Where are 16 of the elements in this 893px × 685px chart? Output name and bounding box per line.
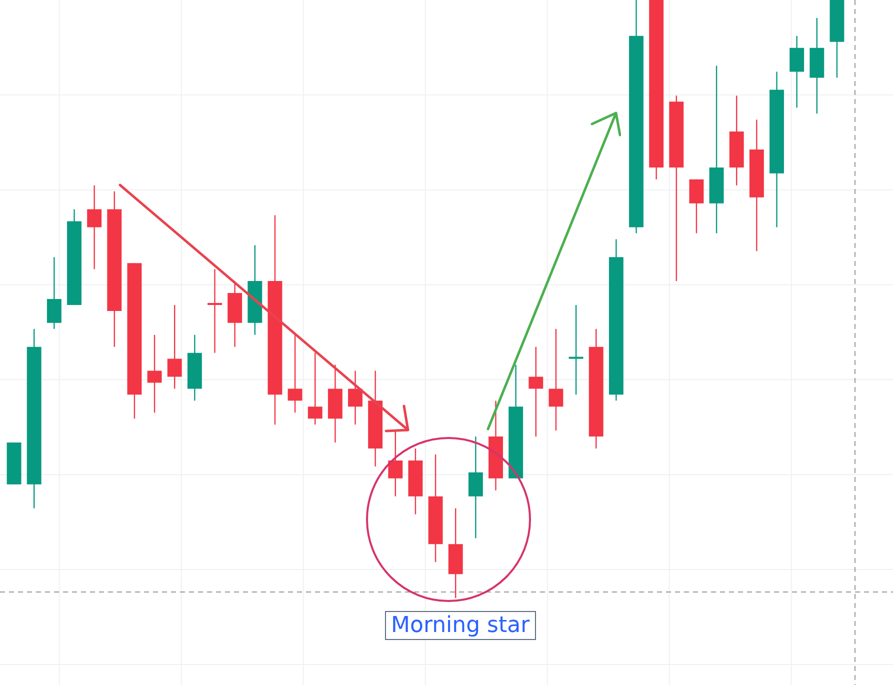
candlestick [468, 436, 483, 539]
candlestick [167, 304, 182, 390]
candlestick [689, 178, 704, 234]
candlestick [548, 328, 564, 432]
candlestick [147, 334, 162, 414]
candlestick [208, 268, 222, 354]
candlestick [528, 346, 544, 438]
text: Morning star [385, 611, 536, 640]
candlestick [87, 184, 102, 270]
candlestick [308, 352, 322, 426]
candlestick [790, 35, 804, 108]
candlestick [288, 334, 302, 414]
candlestick [348, 370, 362, 426]
candlestick [46, 256, 62, 330]
candlestick [388, 430, 403, 497]
candlestick [568, 304, 584, 396]
